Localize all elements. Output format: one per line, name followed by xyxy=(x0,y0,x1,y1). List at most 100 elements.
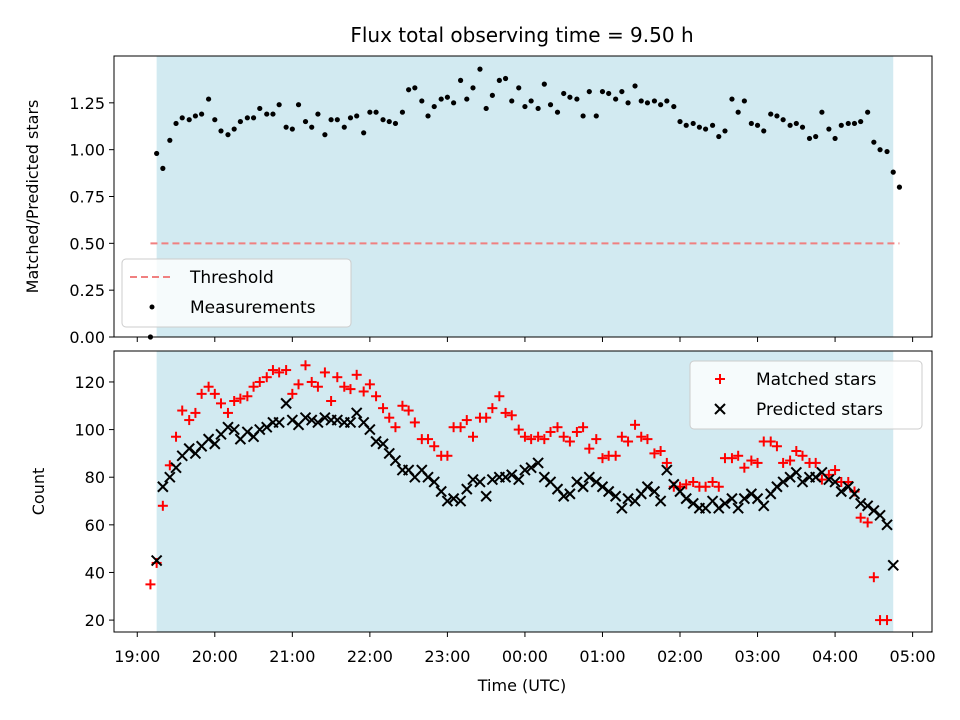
measurements-point xyxy=(295,102,302,108)
matched-stars-point xyxy=(312,381,323,392)
predicted-stars-point-b xyxy=(609,490,622,502)
legend-matched-marker xyxy=(715,374,725,384)
predicted-stars-point-b xyxy=(557,490,570,502)
predicted-stars-point xyxy=(454,495,467,507)
y-tick-label: 0.00 xyxy=(69,328,105,347)
x-tick-label: 01:00 xyxy=(579,647,625,666)
matched-stars-point xyxy=(274,367,285,378)
predicted-stars-point-b xyxy=(571,476,583,488)
matched-stars-point xyxy=(203,381,214,392)
predicted-stars-point xyxy=(428,476,440,488)
predicted-stars-point xyxy=(389,454,402,467)
measurements-point xyxy=(399,109,406,115)
measurements-point xyxy=(851,120,858,127)
matched-stars-point xyxy=(810,457,821,468)
predicted-stars-point-b xyxy=(416,464,428,476)
matched-stars-point xyxy=(739,462,750,473)
predicted-stars-point-b xyxy=(254,423,266,436)
predicted-stars-point xyxy=(823,473,835,486)
measurements-point xyxy=(225,132,231,138)
y-tick-label: 60 xyxy=(85,516,105,535)
predicted-stars-point-b xyxy=(809,471,822,483)
count-legend: Matched stars Predicted stars xyxy=(689,360,923,430)
predicted-stars-point-b xyxy=(164,471,176,483)
predicted-stars-point-b xyxy=(648,485,661,498)
predicted-stars-point xyxy=(319,411,331,424)
predicted-stars-point xyxy=(306,414,318,426)
matched-stars-point xyxy=(571,426,582,437)
measurements-point xyxy=(289,126,295,132)
measurements-point xyxy=(322,132,328,138)
legend-measurements-label: Measurements xyxy=(190,298,316,318)
x-tick-label: 02:00 xyxy=(657,647,703,666)
matched-stars-point xyxy=(300,360,311,371)
matched-stars-point xyxy=(616,431,627,442)
measurements-point xyxy=(361,130,367,136)
y-tick-label: 20 xyxy=(85,611,105,630)
predicted-stars-point xyxy=(150,554,163,567)
legend-measurements-swatch xyxy=(149,304,155,310)
measurements-point xyxy=(528,98,534,104)
predicted-stars-point-b xyxy=(668,478,680,491)
predicted-stars-point-b xyxy=(170,461,182,474)
predicted-stars-point-b xyxy=(299,411,312,424)
predicted-stars-point-b xyxy=(383,447,395,460)
measurements-point xyxy=(625,100,631,106)
predicted-stars-point-b xyxy=(461,483,473,495)
measurements-point xyxy=(516,85,522,91)
measurements-point xyxy=(212,117,218,123)
predicted-stars-point-b xyxy=(435,485,447,498)
measurements-point xyxy=(813,133,819,140)
matched-stars-point xyxy=(409,417,420,428)
measurements-point xyxy=(561,90,567,97)
predicted-stars-point xyxy=(331,414,344,426)
count-y-axis-label: Count xyxy=(29,468,48,516)
matched-stars-point xyxy=(649,448,660,459)
matched-stars-point xyxy=(345,384,356,395)
predicted-stars-point-b xyxy=(706,495,719,507)
matched-stars-point xyxy=(552,422,563,433)
predicted-stars-point xyxy=(571,476,583,488)
matched-stars-point xyxy=(584,443,595,454)
predicted-stars-point xyxy=(532,457,544,469)
measurements-point xyxy=(457,77,464,83)
predicted-stars-point-b xyxy=(402,464,415,476)
predicted-stars-point xyxy=(887,559,899,572)
matched-stars-point xyxy=(371,391,382,402)
predicted-stars-point-b xyxy=(751,492,764,505)
measurements-point xyxy=(334,117,340,123)
predicted-stars-point xyxy=(183,442,195,455)
measurements-point xyxy=(845,120,851,127)
measurements-point xyxy=(664,98,670,104)
predicted-stars-point-b xyxy=(868,504,880,517)
matched-stars-point xyxy=(623,436,634,447)
measurements-point xyxy=(438,96,444,102)
matched-stars-point xyxy=(636,431,647,442)
measurements-point xyxy=(270,111,276,117)
predicted-stars-point-b xyxy=(467,473,479,486)
predicted-stars-point xyxy=(784,471,796,483)
predicted-stars-point-b xyxy=(771,481,783,493)
matched-stars-point xyxy=(384,412,395,423)
predicted-stars-point xyxy=(461,483,473,495)
predicted-stars-point-b xyxy=(454,495,467,507)
measurements-point xyxy=(264,111,270,117)
measurements-point xyxy=(547,102,554,108)
matched-stars-point xyxy=(319,367,330,378)
measurements-point xyxy=(619,88,625,95)
measurements-point xyxy=(729,96,735,102)
matched-stars-point xyxy=(287,388,298,399)
matched-stars-point xyxy=(397,400,408,411)
measurements-point xyxy=(884,148,890,155)
matched-stars-point xyxy=(429,441,440,452)
matched-stars-point xyxy=(610,450,621,461)
measurements-point xyxy=(832,135,838,142)
measurements-point xyxy=(367,109,373,115)
measurements-point xyxy=(716,133,722,140)
predicted-stars-point xyxy=(519,464,531,476)
predicted-stars-point-b xyxy=(796,476,809,488)
measurements-point xyxy=(283,124,289,130)
x-tick-label: 20:00 xyxy=(192,647,238,666)
predicted-stars-point-b xyxy=(538,471,551,483)
matched-stars-point xyxy=(791,446,802,457)
